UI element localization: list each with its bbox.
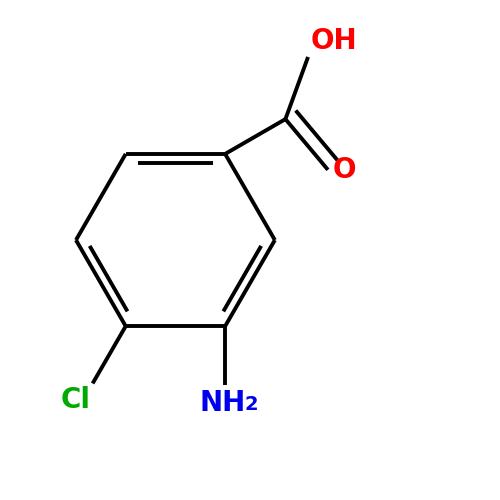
Text: 2: 2 bbox=[244, 396, 258, 414]
Text: O: O bbox=[333, 156, 356, 184]
Text: OH: OH bbox=[310, 26, 357, 54]
Text: Cl: Cl bbox=[60, 386, 90, 414]
Text: NH: NH bbox=[200, 390, 246, 417]
